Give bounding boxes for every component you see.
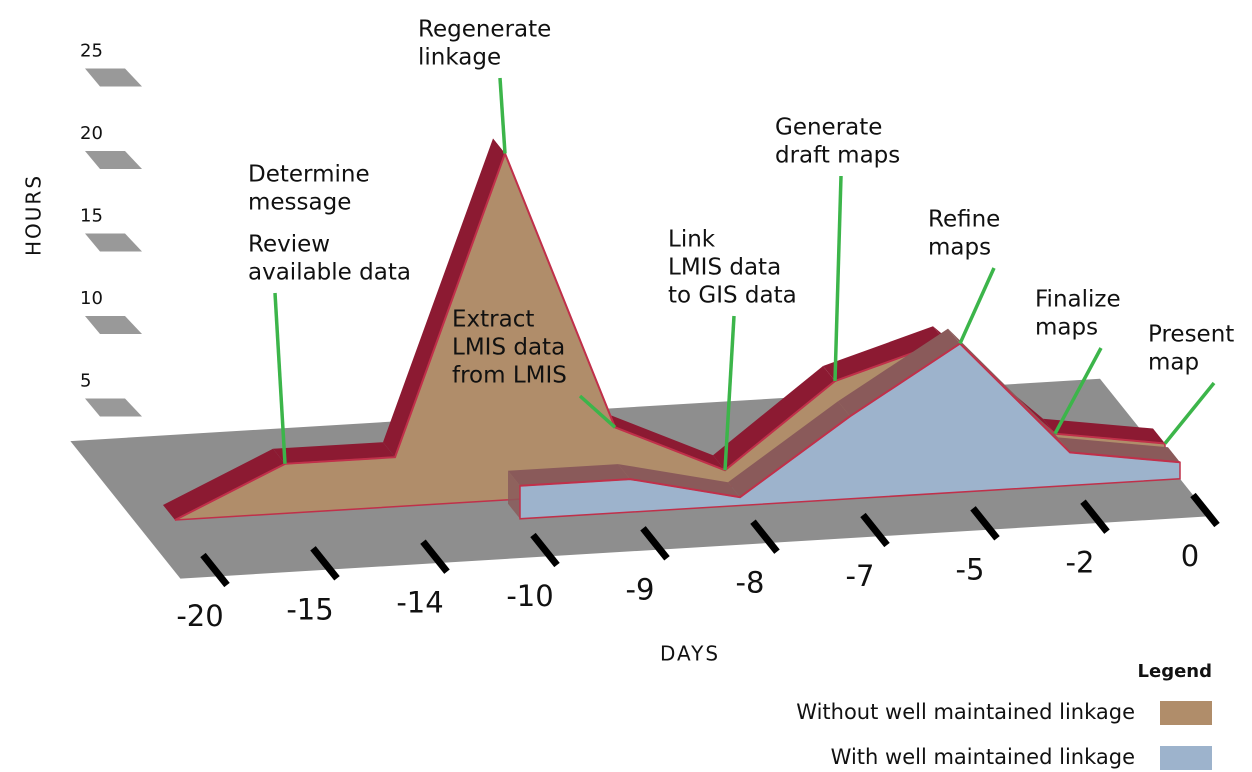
annotation-leader — [833, 175, 843, 382]
x-tick-label: -5 — [956, 552, 985, 586]
x-tick — [750, 519, 780, 554]
legend-label: Without well maintained linkage — [796, 700, 1135, 724]
y-tick-label: 10 — [80, 288, 103, 309]
legend-swatch — [1160, 746, 1212, 770]
area-side — [383, 138, 505, 458]
annotation-text: Link — [668, 227, 716, 253]
annotation-text: maps — [928, 235, 991, 261]
annotation-text: draft maps — [775, 143, 900, 169]
area-side — [713, 366, 835, 471]
annotation-text: Refine — [928, 207, 1000, 233]
annotation-text: Review — [248, 232, 330, 258]
x-tick — [1190, 492, 1220, 528]
area-side — [618, 464, 740, 498]
annotation-text: Determine — [248, 162, 370, 188]
annotation-text: maps — [1035, 315, 1098, 341]
annotation-leader — [1163, 381, 1216, 445]
legend-title: Legend — [1138, 661, 1212, 682]
annotation-text: Finalize — [1035, 287, 1121, 313]
x-tick-label: -2 — [1066, 546, 1095, 580]
annotation-leader — [273, 292, 287, 464]
y-tick-slab — [85, 151, 142, 169]
area-side — [1043, 418, 1165, 444]
annotation-text: Generate — [775, 115, 882, 141]
annotation-text: LMIS data — [452, 335, 565, 361]
y-tick-slab — [85, 233, 142, 252]
x-tick — [1080, 499, 1110, 534]
y-tick-label: 5 — [80, 371, 91, 392]
x-tick-label: -15 — [286, 592, 333, 626]
annotation-text: Extract — [452, 307, 534, 333]
y-tick-label: 20 — [80, 123, 103, 144]
annotation-leader — [1053, 347, 1103, 435]
x-axis-label: DAYS — [660, 642, 720, 666]
x-tick-label: -20 — [176, 599, 223, 633]
annotation-leader — [498, 77, 507, 154]
y-tick-label: 25 — [80, 41, 103, 62]
annotation-text: map — [1148, 350, 1199, 376]
x-tick-label: -14 — [396, 586, 443, 620]
x-tick — [640, 526, 670, 561]
annotation-text: message — [248, 190, 351, 216]
annotation-text: to GIS data — [668, 283, 797, 309]
y-axis-label: HOURS — [22, 174, 46, 256]
x-tick — [530, 532, 560, 568]
y-tick-label: 15 — [80, 206, 103, 227]
x-tick-label: 0 — [1181, 539, 1199, 573]
annotation-text: Regenerate — [418, 17, 551, 43]
annotation-text: available data — [248, 260, 411, 286]
x-tick — [200, 552, 230, 588]
annotation-text: linkage — [418, 45, 501, 71]
area-side — [838, 328, 960, 417]
annotation-text: from LMIS — [452, 363, 567, 389]
annotation-text: Present — [1148, 322, 1234, 348]
area-side — [728, 401, 850, 498]
area-side — [823, 326, 945, 381]
x-tick-label: -9 — [626, 572, 655, 606]
area-side — [603, 412, 725, 471]
annotation-leader — [578, 394, 617, 429]
legend-swatch — [1160, 701, 1212, 725]
annotation-text: LMIS data — [668, 255, 781, 281]
x-tick — [860, 512, 890, 548]
x-tick-label: -10 — [506, 579, 553, 613]
annotation-leader — [723, 315, 736, 471]
x-tick — [310, 546, 340, 581]
area-line — [519, 342, 1181, 499]
x-tick-label: -7 — [846, 559, 875, 593]
y-tick-slab — [85, 316, 142, 334]
x-tick — [420, 539, 450, 574]
area-side — [508, 470, 520, 519]
area-side — [1058, 437, 1180, 463]
annotation-leader — [958, 267, 996, 345]
x-tick — [970, 506, 1000, 541]
y-tick-slab — [85, 68, 142, 87]
y-tick-slab — [85, 398, 142, 417]
area-side — [163, 448, 285, 520]
x-tick-label: -8 — [736, 566, 765, 600]
legend-label: With well maintained linkage — [831, 745, 1135, 769]
